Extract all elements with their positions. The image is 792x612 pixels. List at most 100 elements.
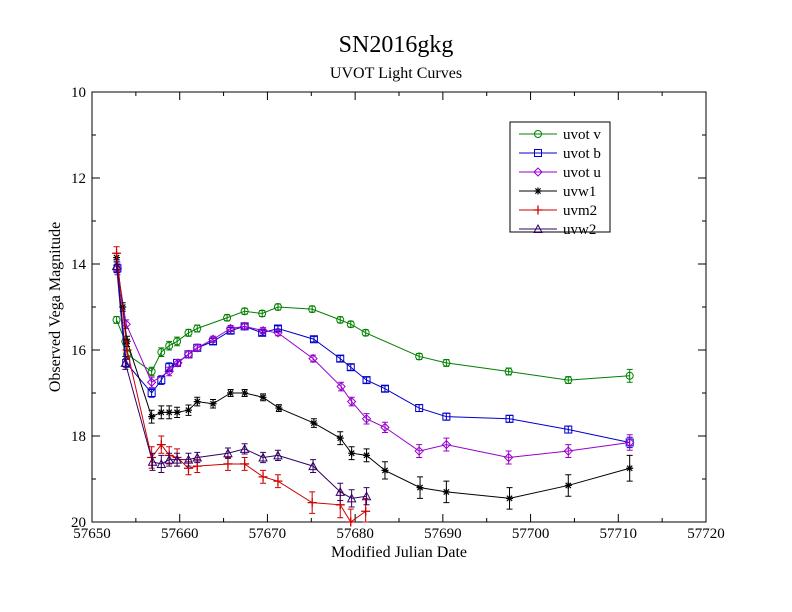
data-point xyxy=(112,248,122,258)
data-point xyxy=(624,437,635,448)
data-point xyxy=(414,446,424,456)
data-point xyxy=(121,319,131,329)
data-point xyxy=(258,309,267,318)
error-bar xyxy=(363,487,370,506)
data-point xyxy=(223,448,233,458)
data-point xyxy=(442,488,450,496)
error-bar xyxy=(362,329,369,337)
error-bar xyxy=(348,489,355,508)
data-point xyxy=(361,506,371,516)
data-point xyxy=(165,408,173,416)
error-bar xyxy=(149,452,156,471)
chart-title: SN2016gkg xyxy=(339,32,454,58)
series-layer xyxy=(111,246,635,527)
x-tick-label: 57650 xyxy=(73,526,111,542)
series-line xyxy=(116,268,630,459)
data-point xyxy=(335,486,346,496)
data-point xyxy=(310,419,318,427)
error-bar xyxy=(174,336,181,347)
data-point xyxy=(534,187,542,195)
axis-ticks: 57650 57660 57670 57680 57690 57700 57710 57720… xyxy=(71,85,725,542)
y-tick-label: 10 xyxy=(71,85,86,101)
error-bar xyxy=(274,329,281,337)
data-point xyxy=(157,348,166,357)
data-point xyxy=(533,205,543,215)
x-tick-label: 57720 xyxy=(687,526,725,542)
data-point xyxy=(184,406,192,414)
legend-label: uvot u xyxy=(563,165,601,181)
data-point xyxy=(380,384,389,393)
legend-label: uvw2 xyxy=(563,222,596,238)
data-point xyxy=(173,358,183,368)
data-point xyxy=(273,450,283,460)
data-point xyxy=(193,324,202,333)
data-point xyxy=(564,425,573,434)
data-point xyxy=(183,349,194,360)
legend: uvot v uvot b uvot u uvw1 uvm2 uvw2 xyxy=(519,127,601,238)
y-tick-label: 18 xyxy=(71,429,86,445)
legend-label: uvot v xyxy=(563,127,601,143)
series-uvm2 xyxy=(112,246,371,527)
data-point xyxy=(308,305,317,314)
data-point xyxy=(259,393,267,401)
series-line xyxy=(116,266,367,499)
data-point xyxy=(563,446,573,456)
data-point xyxy=(111,261,122,271)
data-point xyxy=(172,454,182,464)
x-tick-label: 57670 xyxy=(249,526,287,542)
data-point xyxy=(336,434,344,442)
data-point xyxy=(183,454,194,464)
data-point xyxy=(165,341,174,350)
data-point xyxy=(258,328,267,337)
series-uvot-v xyxy=(112,303,634,385)
data-point xyxy=(223,459,233,469)
data-point xyxy=(173,337,182,346)
y-tick-label: 12 xyxy=(71,171,86,187)
error-bar xyxy=(347,320,354,328)
x-tick-label: 57660 xyxy=(161,526,199,542)
data-point xyxy=(361,491,372,501)
data-point xyxy=(148,413,156,421)
data-point xyxy=(227,389,235,397)
data-point xyxy=(361,414,372,424)
data-point xyxy=(309,335,318,344)
chart-subtitle: UVOT Light Curves xyxy=(330,65,462,82)
data-point xyxy=(415,352,424,361)
data-point xyxy=(173,408,181,416)
data-point xyxy=(240,307,249,316)
data-point xyxy=(380,422,390,433)
data-point xyxy=(239,321,250,332)
data-point xyxy=(184,328,193,337)
y-axis-label: Observed Vega Magnitude xyxy=(47,222,64,392)
data-point xyxy=(346,517,356,527)
data-point xyxy=(346,363,355,372)
error-bar xyxy=(626,434,633,451)
data-point xyxy=(442,412,451,421)
error-bar xyxy=(337,316,344,324)
y-tick-label: 20 xyxy=(71,515,86,531)
data-point xyxy=(335,500,345,510)
data-point xyxy=(273,476,283,486)
data-point xyxy=(241,389,249,397)
data-point xyxy=(146,377,157,387)
data-point xyxy=(192,343,202,353)
data-point xyxy=(258,325,268,336)
data-point xyxy=(506,494,514,502)
y-tick-label: 14 xyxy=(71,257,87,273)
data-point xyxy=(147,367,156,376)
data-point xyxy=(505,414,514,423)
data-point xyxy=(533,223,543,233)
legend-label: uvm2 xyxy=(563,203,597,219)
series-uvot-b xyxy=(113,263,634,449)
series-uvw2 xyxy=(111,259,372,508)
data-point xyxy=(147,389,156,397)
data-point xyxy=(381,466,389,474)
data-point xyxy=(625,371,634,380)
plot-frame xyxy=(91,91,707,523)
x-axis-label: Modified Julian Date xyxy=(331,544,467,561)
data-point xyxy=(308,461,318,471)
data-point xyxy=(157,408,165,416)
data-point xyxy=(346,396,357,407)
data-point xyxy=(193,398,201,406)
